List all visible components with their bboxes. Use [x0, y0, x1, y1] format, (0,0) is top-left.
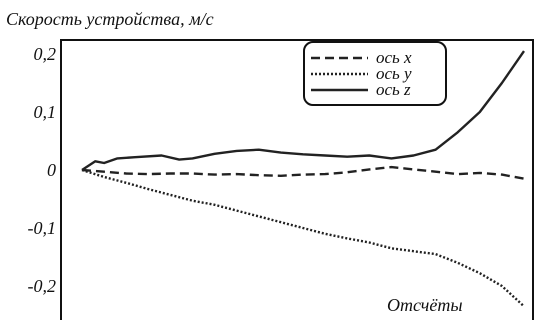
legend-box [303, 41, 447, 106]
plot-frame [60, 39, 534, 320]
series-line-1 [81, 168, 525, 308]
legend: ось x ось y ось z [303, 41, 447, 106]
series-line-0 [81, 165, 525, 180]
y-tick-label: -0,1 [28, 218, 57, 238]
legend-label-y: ось y [376, 64, 412, 83]
y-tick-label: 0,1 [34, 102, 57, 122]
legend-label-z: ось z [376, 80, 411, 99]
y-tick-label: -0,2 [28, 276, 57, 296]
legend-label-x: ось x [376, 48, 412, 67]
y-tick-label: 0,2 [34, 44, 57, 64]
series-lines [81, 50, 525, 308]
y-tick-label: 0 [47, 160, 56, 180]
y-tick-labels: 0,2 0,1 0 -0,1 -0,2 [28, 44, 57, 296]
series-line-2 [81, 50, 525, 172]
x-axis-annotation: Отсчёты [387, 295, 463, 315]
y-axis-title: Скорость устройства, м/с [6, 9, 214, 29]
